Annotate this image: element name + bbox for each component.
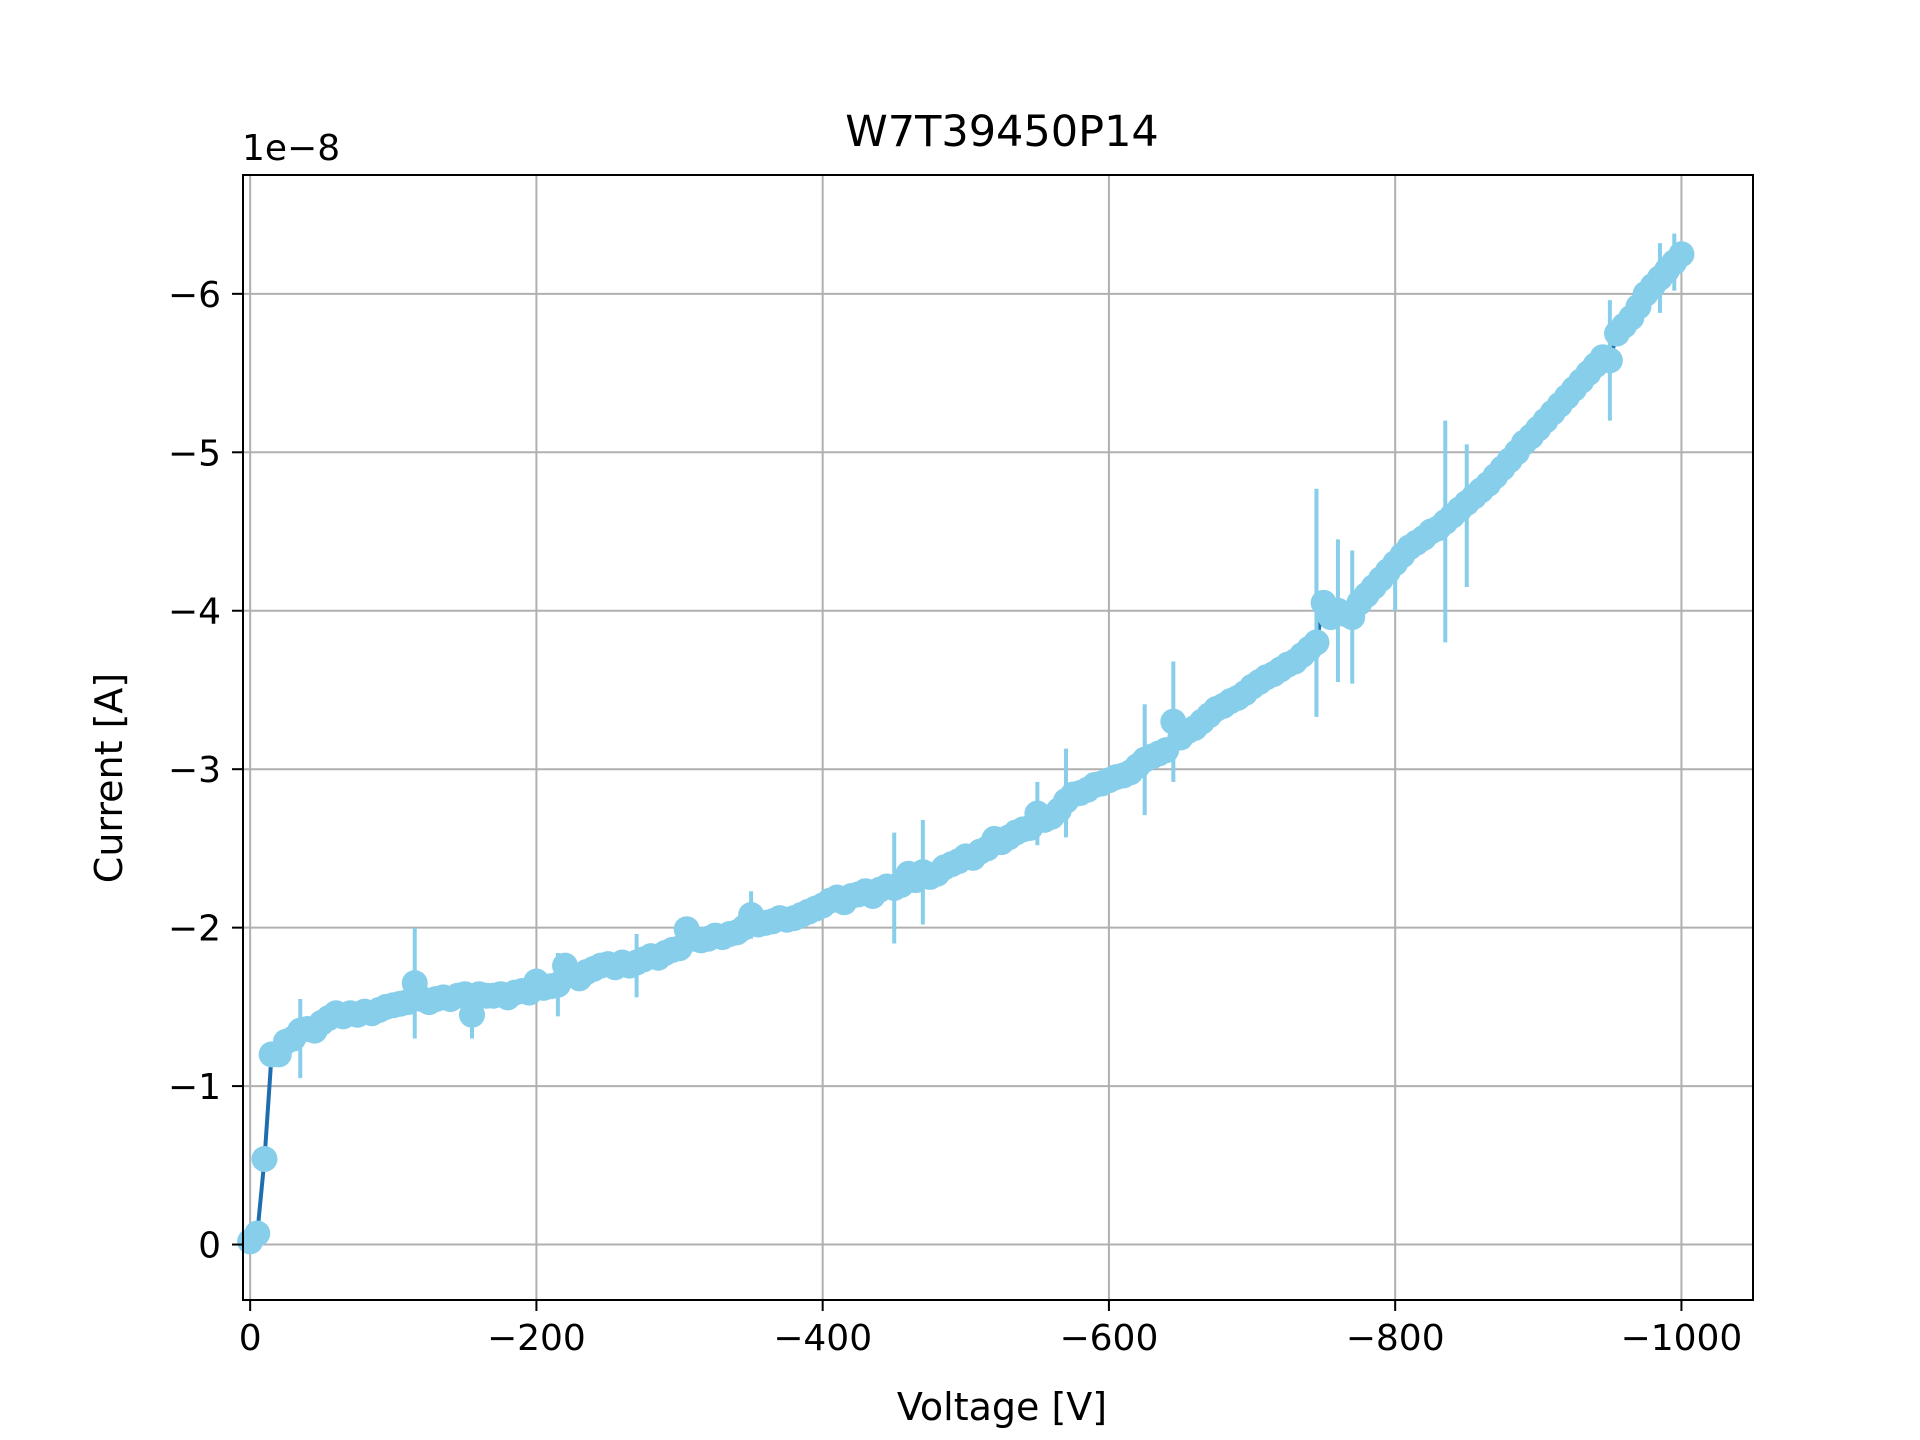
- plot-frame: [242, 174, 1754, 1301]
- x-tick-label: −600: [1059, 1318, 1158, 1359]
- chart-title: W7T39450P14: [845, 107, 1159, 157]
- x-tick-label: 0: [239, 1318, 262, 1359]
- data-point: [459, 1001, 486, 1028]
- y-tick-label: −3: [168, 750, 221, 791]
- ticks: 0 −200 −400 −600 −800 −1000 0 −1 −2 −3 −4 −5 −6: [168, 275, 1742, 1359]
- y-tick-label: −5: [168, 433, 221, 474]
- data-point: [1668, 241, 1695, 268]
- y-axis-label: Current [A]: [87, 673, 131, 883]
- x-axis-label: Voltage [V]: [897, 1385, 1107, 1429]
- y-tick-label: −2: [168, 909, 221, 950]
- x-tick-label: −200: [487, 1318, 586, 1359]
- y-offset-label: 1e−8: [242, 128, 340, 169]
- data-point: [244, 1220, 271, 1247]
- x-tick-label: −800: [1346, 1318, 1445, 1359]
- y-tick-label: −1: [168, 1067, 221, 1108]
- grid: [243, 175, 1753, 1300]
- y-tick-label: 0: [198, 1226, 221, 1267]
- y-tick-label: −6: [168, 275, 221, 316]
- data-point: [251, 1145, 278, 1172]
- y-tick-label: −4: [168, 592, 221, 633]
- series: [237, 233, 1695, 1255]
- data-point: [1303, 629, 1330, 656]
- data-point: [1596, 347, 1623, 374]
- x-tick-label: −1000: [1621, 1318, 1743, 1359]
- x-tick-label: −400: [773, 1318, 872, 1359]
